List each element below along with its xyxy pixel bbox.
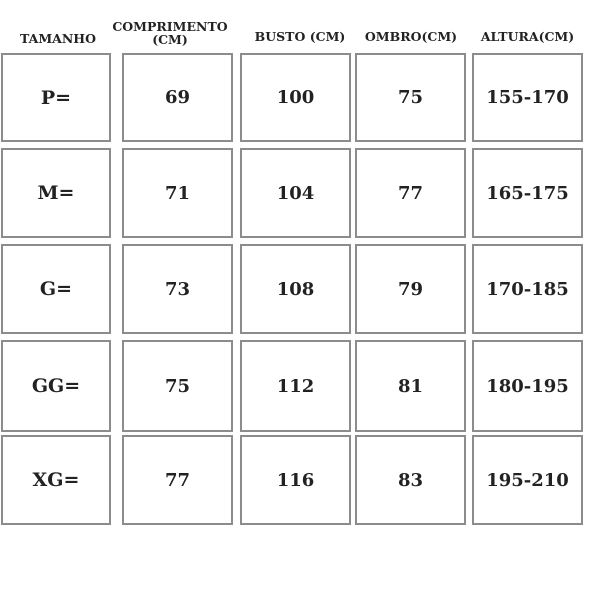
cell-altura: 195-210 [472,435,583,525]
header-altura: ALTURA(CM) [480,29,575,44]
cell-ombro: 75 [355,53,466,142]
header-busto: BUSTO (CM) [254,29,346,44]
cell-altura: 165-175 [472,148,583,238]
cell-comprimento: 69 [122,53,233,142]
cell-busto: 108 [240,244,351,334]
cell-comprimento: 75 [122,340,233,432]
cell-busto: 112 [240,340,351,432]
cell-comprimento: 73 [122,244,233,334]
cell-altura: 170-185 [472,244,583,334]
cell-ombro: 81 [355,340,466,432]
cell-ombro: 77 [355,148,466,238]
cell-size: P= [1,53,111,142]
cell-size: XG= [1,435,111,525]
cell-busto: 100 [240,53,351,142]
cell-size: G= [1,244,111,334]
cell-size: M= [1,148,111,238]
header-ombro: OMBRO(CM) [364,29,458,44]
cell-size: GG= [1,340,111,432]
cell-altura: 155-170 [472,53,583,142]
cell-comprimento: 71 [122,148,233,238]
cell-busto: 116 [240,435,351,525]
cell-altura: 180-195 [472,340,583,432]
header-tamanho: TAMANHO [20,31,96,46]
cell-busto: 104 [240,148,351,238]
cell-ombro: 83 [355,435,466,525]
cell-comprimento: 77 [122,435,233,525]
header-comprimento: COMPRIMENTO (CM) [112,19,228,47]
cell-ombro: 79 [355,244,466,334]
